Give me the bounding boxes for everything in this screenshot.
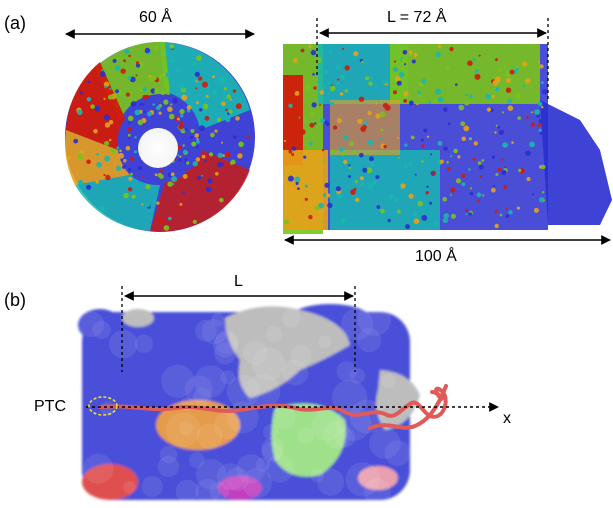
nascent-chain <box>98 386 448 419</box>
side-view-block <box>283 44 612 234</box>
tunnel-length-label: L = 72 Å <box>387 9 447 26</box>
ptc-marker <box>88 396 118 416</box>
total-length-label: 100 Å <box>415 248 457 265</box>
surface-rendering <box>78 302 420 506</box>
panel-b-tag: (b) <box>4 290 26 310</box>
ptc-label: PTC <box>34 398 66 415</box>
nascent-chain-tail <box>368 384 448 430</box>
length-label: L <box>234 273 243 290</box>
panel-a-tag: (a) <box>4 13 26 33</box>
x-axis-label: x <box>503 410 511 427</box>
cross-section-disc <box>65 41 255 232</box>
diameter-label: 60 Å <box>139 9 172 26</box>
